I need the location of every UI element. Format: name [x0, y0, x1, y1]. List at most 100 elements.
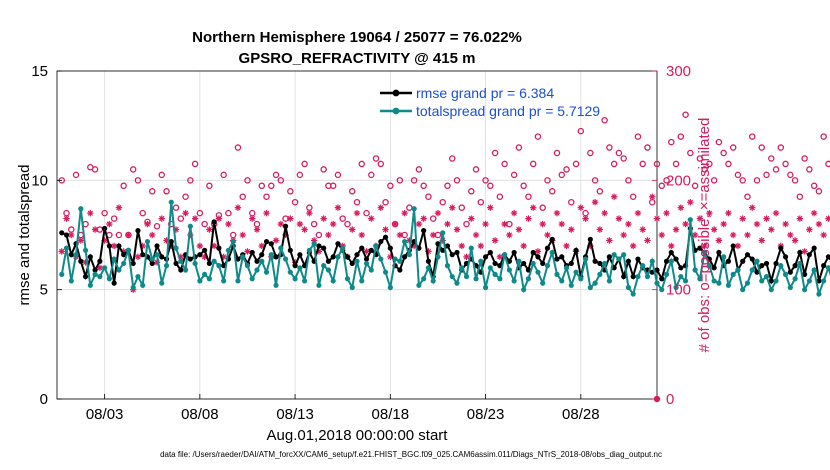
possible-obs-point: [544, 177, 551, 184]
rmse-series-point: [92, 267, 98, 273]
spread-series-point: [763, 273, 770, 280]
rmse-series-point: [816, 278, 822, 284]
spread-series-point: [235, 278, 241, 284]
spread-series-point: [230, 238, 236, 245]
spread-series-point: [787, 284, 793, 291]
assimilated-obs-point: [320, 215, 327, 222]
spread-series-point: [530, 260, 536, 267]
possible-obs-point: [701, 166, 708, 173]
rmse-series-point: [354, 252, 360, 258]
assimilated-obs-point: [601, 209, 608, 217]
rmse-series-point: [521, 260, 527, 267]
possible-obs-point: [806, 166, 813, 173]
possible-obs-point: [101, 209, 108, 217]
assimilated-obs-point: [415, 220, 423, 228]
possible-obs-point: [263, 193, 270, 200]
spread-series-point: [502, 252, 508, 258]
spread-series-point: [592, 280, 598, 286]
rmse-series-point: [349, 260, 355, 267]
spread-series-point: [521, 287, 527, 293]
assimilated-obs-point: [306, 209, 313, 217]
spread-series-point: [211, 258, 217, 264]
assimilated-obs-point: [691, 231, 699, 239]
assimilated-obs-point: [125, 231, 132, 239]
rmse-series-point: [744, 252, 751, 258]
assimilated-obs-point: [334, 204, 342, 211]
spread-series-point: [97, 273, 103, 280]
rmse-series-point: [382, 234, 389, 240]
possible-obs-point: [463, 220, 470, 228]
rmse-series-point: [730, 243, 736, 249]
possible-obs-point: [615, 149, 623, 157]
assimilated-obs-point: [772, 209, 780, 217]
assimilated-obs-point: [191, 215, 199, 222]
spread-series-point: [740, 287, 746, 293]
possible-obs-point: [339, 215, 346, 222]
spread-series-point: [149, 256, 155, 262]
rmse-series-point: [282, 223, 289, 229]
spread-series-point: [368, 267, 374, 273]
possible-obs-point: [139, 209, 146, 217]
assimilated-obs-point: [534, 248, 542, 255]
possible-obs-point: [448, 155, 456, 162]
spread-series-point: [335, 254, 341, 260]
spread-series-point: [316, 282, 322, 288]
rmse-series-point: [487, 249, 493, 256]
rmse-series-point: [763, 260, 770, 267]
rmse-series-point: [806, 252, 812, 258]
assimilated-obs-point: [682, 220, 689, 228]
spread-series-point: [382, 269, 389, 275]
rmse-series-point: [673, 256, 679, 262]
possible-obs-point: [482, 177, 489, 184]
possible-obs-point: [629, 193, 637, 200]
spread-series-point: [192, 260, 198, 267]
legend-rmse-marker: [392, 89, 400, 97]
rmse-series-point: [106, 243, 112, 249]
rmse-series-point: [568, 260, 574, 267]
rmse-series-point: [149, 260, 155, 267]
possible-obs-point: [606, 144, 613, 151]
assimilated-obs-point: [382, 226, 389, 233]
assimilated-obs-point: [244, 248, 251, 255]
assimilated-obs-point: [806, 226, 813, 233]
possible-obs-point: [739, 177, 746, 184]
y-tick-label: 0: [40, 391, 48, 408]
assimilated-obs-point: [791, 237, 799, 244]
rmse-series-point: [444, 243, 451, 249]
assimilated-obs-point: [353, 209, 361, 217]
assimilated-obs-point: [144, 220, 151, 228]
possible-obs-point: [658, 182, 666, 190]
assimilated-obs-point: [239, 231, 246, 239]
possible-obs-point: [177, 215, 185, 222]
assimilated-obs-point: [563, 242, 570, 250]
assimilated-obs-point: [558, 220, 565, 228]
assimilated-obs-point: [782, 220, 789, 228]
spread-series-point: [78, 206, 84, 212]
possible-obs-point: [801, 155, 808, 162]
spread-series-point: [668, 258, 674, 264]
assimilated-obs-point: [596, 226, 604, 233]
rmse-series-point: [178, 267, 184, 273]
possible-obs-point: [644, 144, 651, 151]
possible-obs-point: [191, 160, 199, 168]
spread-series-point: [525, 276, 532, 282]
rmse-series-point: [711, 265, 717, 271]
possible-obs-point: [382, 198, 389, 206]
spread-series-point: [468, 245, 474, 251]
assimilated-obs-point: [582, 215, 589, 222]
possible-obs-point: [253, 220, 261, 228]
possible-obs-point: [668, 138, 675, 146]
rmse-series-point: [530, 249, 536, 256]
spread-series-point: [178, 258, 184, 264]
rmse-series-point: [449, 252, 455, 258]
rmse-series-point: [668, 249, 674, 256]
assimilated-obs-point: [434, 209, 442, 217]
possible-obs-point: [444, 182, 451, 190]
rmse-series-point: [740, 258, 746, 264]
possible-obs-point: [810, 182, 818, 190]
rmse-series-point: [102, 225, 108, 232]
spread-series-point: [92, 271, 98, 277]
spread-series-line: [60, 202, 830, 298]
possible-obs-point: [577, 127, 585, 135]
possible-obs-point: [568, 198, 575, 206]
